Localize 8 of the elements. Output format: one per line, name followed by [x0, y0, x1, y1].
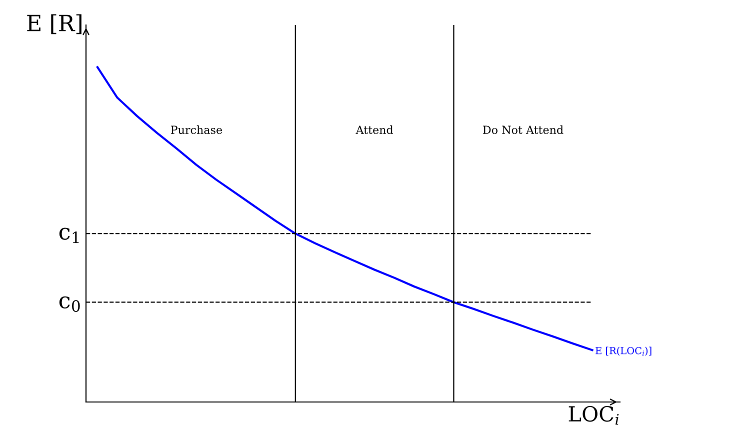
x-axis-title: LOC$_{i}$	[568, 406, 619, 425]
series-label: E [R(LOC$_{i}$)]	[596, 346, 652, 356]
y-axis-title: E [R]	[27, 14, 82, 34]
annotation: Attend	[356, 125, 394, 134]
ref-line-label: c$_{1}$	[59, 228, 79, 244]
annotation: Purchase	[170, 125, 222, 134]
annotation: Do Not Attend	[483, 125, 564, 134]
ref-line-label: c$_{0}$	[59, 296, 80, 312]
